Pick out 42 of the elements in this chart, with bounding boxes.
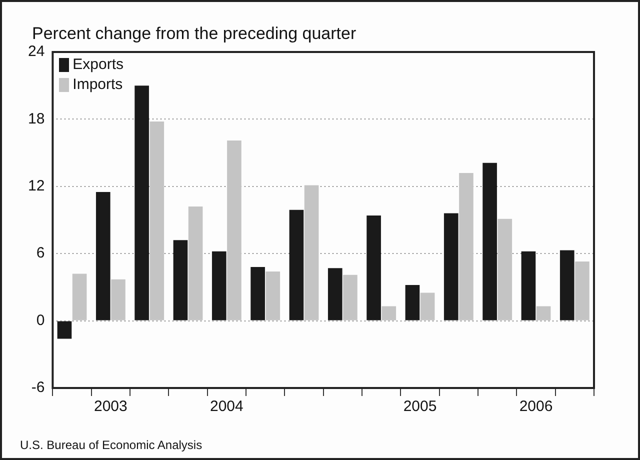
bar bbox=[134, 86, 149, 320]
bar bbox=[188, 206, 203, 320]
y-tick-label: 0 bbox=[36, 312, 45, 329]
bar bbox=[212, 251, 226, 320]
text: U.S. Bureau of Economic Analysis bbox=[20, 438, 202, 452]
bar bbox=[173, 240, 188, 320]
bar bbox=[560, 250, 574, 320]
bar bbox=[521, 251, 536, 320]
bar bbox=[366, 216, 381, 320]
y-tick-label: 12 bbox=[28, 178, 45, 195]
chart-title: Percent change from the preceding quarter bbox=[32, 24, 356, 44]
bar bbox=[459, 172, 474, 320]
bar bbox=[575, 261, 590, 320]
bar bbox=[328, 268, 342, 320]
y-tick-label: 18 bbox=[28, 110, 45, 128]
y-tick-label: 24 bbox=[28, 43, 45, 60]
bar bbox=[444, 213, 458, 320]
x-tick-label: 2003 bbox=[94, 398, 128, 416]
bar bbox=[111, 279, 126, 320]
bar bbox=[57, 321, 72, 339]
y-tick-label: -6 bbox=[31, 379, 45, 396]
bar bbox=[266, 272, 280, 320]
bar bbox=[498, 218, 512, 320]
legend-label: Exports bbox=[72, 55, 124, 75]
bar bbox=[96, 192, 110, 320]
bar bbox=[289, 210, 304, 320]
x-tick-label: 2006 bbox=[519, 398, 553, 416]
bar bbox=[250, 267, 265, 320]
y-tick-label: 6 bbox=[36, 244, 45, 262]
bar bbox=[405, 284, 420, 320]
bar bbox=[382, 306, 396, 320]
bar bbox=[482, 162, 497, 320]
bar bbox=[536, 306, 551, 320]
bar bbox=[343, 274, 358, 320]
bar bbox=[72, 274, 87, 320]
bar bbox=[304, 185, 319, 320]
x-tick-label: 2005 bbox=[403, 398, 437, 416]
bar bbox=[420, 292, 435, 320]
legend-label: Imports bbox=[72, 75, 123, 95]
bar bbox=[227, 140, 242, 320]
x-tick-label: 2004 bbox=[210, 398, 244, 416]
bar bbox=[150, 121, 164, 320]
